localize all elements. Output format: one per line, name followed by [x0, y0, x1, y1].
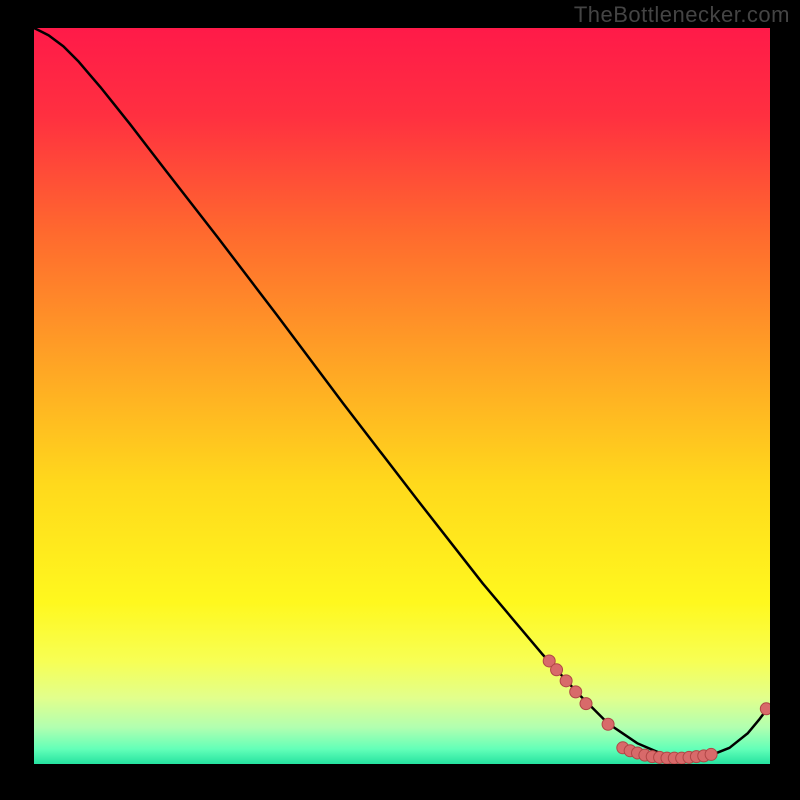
marker-point: [580, 698, 592, 710]
watermark-text: TheBottlenecker.com: [574, 2, 790, 28]
chart-frame: TheBottlenecker.com: [0, 0, 800, 800]
marker-point: [760, 703, 770, 715]
marker-point: [705, 748, 717, 760]
plot-background: [34, 28, 770, 764]
marker-point: [551, 664, 563, 676]
marker-point: [560, 675, 572, 687]
bottleneck-chart: [34, 28, 770, 764]
marker-point: [570, 686, 582, 698]
marker-point: [602, 718, 614, 730]
